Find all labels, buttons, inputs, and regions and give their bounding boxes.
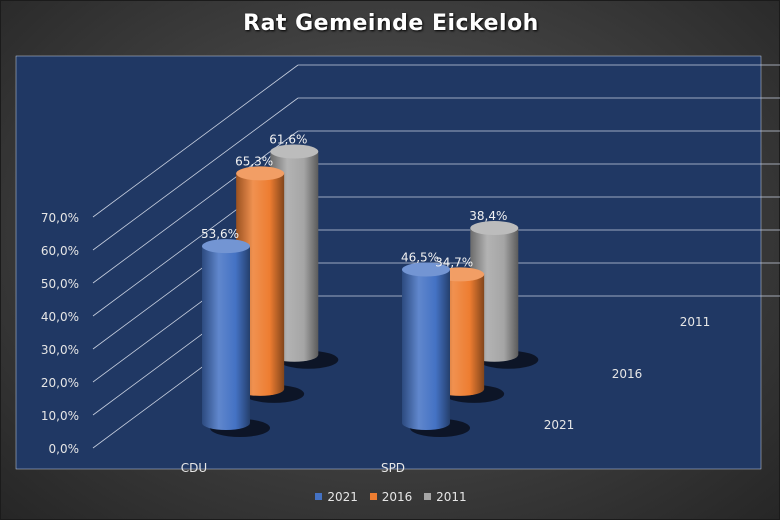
bar-2021-SPD — [402, 269, 450, 430]
depth-label: 2011 — [680, 315, 711, 329]
category-label: CDU — [181, 461, 207, 475]
bar-2021-CDU — [202, 246, 250, 430]
data-label: 38,4% — [469, 209, 507, 223]
legend-label-2016: 2016 — [381, 489, 413, 504]
legend: 2021 2016 2011 — [1, 489, 780, 504]
depth-label: 2016 — [612, 367, 643, 381]
bar-top — [402, 262, 450, 277]
category-labels: CDU SPD — [181, 461, 405, 475]
bar-top — [236, 166, 285, 181]
data-label: 65,3% — [235, 154, 273, 168]
y-tick-label: 10,0% — [41, 409, 79, 423]
y-tick-label: 20,0% — [41, 376, 79, 390]
y-axis-ticks: 0,0% 10,0% 20,0% 30,0% 40,0% 50,0% 60,0% 70,0% — [41, 211, 79, 456]
depth-label: 2021 — [544, 418, 575, 432]
legend-item-2016: 2016 — [369, 489, 413, 504]
y-tick-label: 0,0% — [49, 442, 80, 456]
y-tick-label: 30,0% — [41, 343, 79, 357]
data-label: 34,7% — [435, 255, 473, 269]
y-tick-label: 70,0% — [41, 211, 79, 225]
legend-swatch-2016 — [369, 493, 377, 500]
gridline-diag — [92, 97, 299, 251]
gridline-diag — [92, 130, 299, 284]
data-labels: 61,6% 38,4% 65,3% 34,7% 53,6% 46,5% — [201, 133, 507, 270]
legend-item-2011: 2011 — [424, 490, 467, 504]
y-tick-label: 60,0% — [41, 244, 79, 258]
chart-title: Rat Gemeinde Eickeloh — [243, 11, 539, 36]
legend-label-2021: 2021 — [327, 489, 358, 504]
data-label: 61,6% — [269, 133, 307, 147]
bar-top — [202, 239, 250, 254]
legend-item-2021: 2021 — [315, 490, 358, 504]
depth-labels: 2021 2016 2011 — [544, 315, 711, 432]
legend-swatch-2021 — [315, 493, 323, 500]
legend-label-2011: 2011 — [436, 489, 467, 504]
bars — [202, 144, 539, 437]
category-label: SPD — [381, 461, 405, 475]
bar-top — [470, 221, 519, 236]
legend-swatch-2011 — [424, 493, 432, 500]
data-label: 46,5% — [401, 251, 439, 265]
y-tick-label: 50,0% — [41, 277, 79, 291]
bar-top — [270, 144, 319, 159]
plot-area — [15, 55, 762, 470]
grid-lines — [92, 64, 780, 449]
data-label: 53,6% — [201, 227, 239, 241]
gridline-diag — [92, 64, 299, 218]
y-tick-label: 40,0% — [41, 310, 79, 324]
